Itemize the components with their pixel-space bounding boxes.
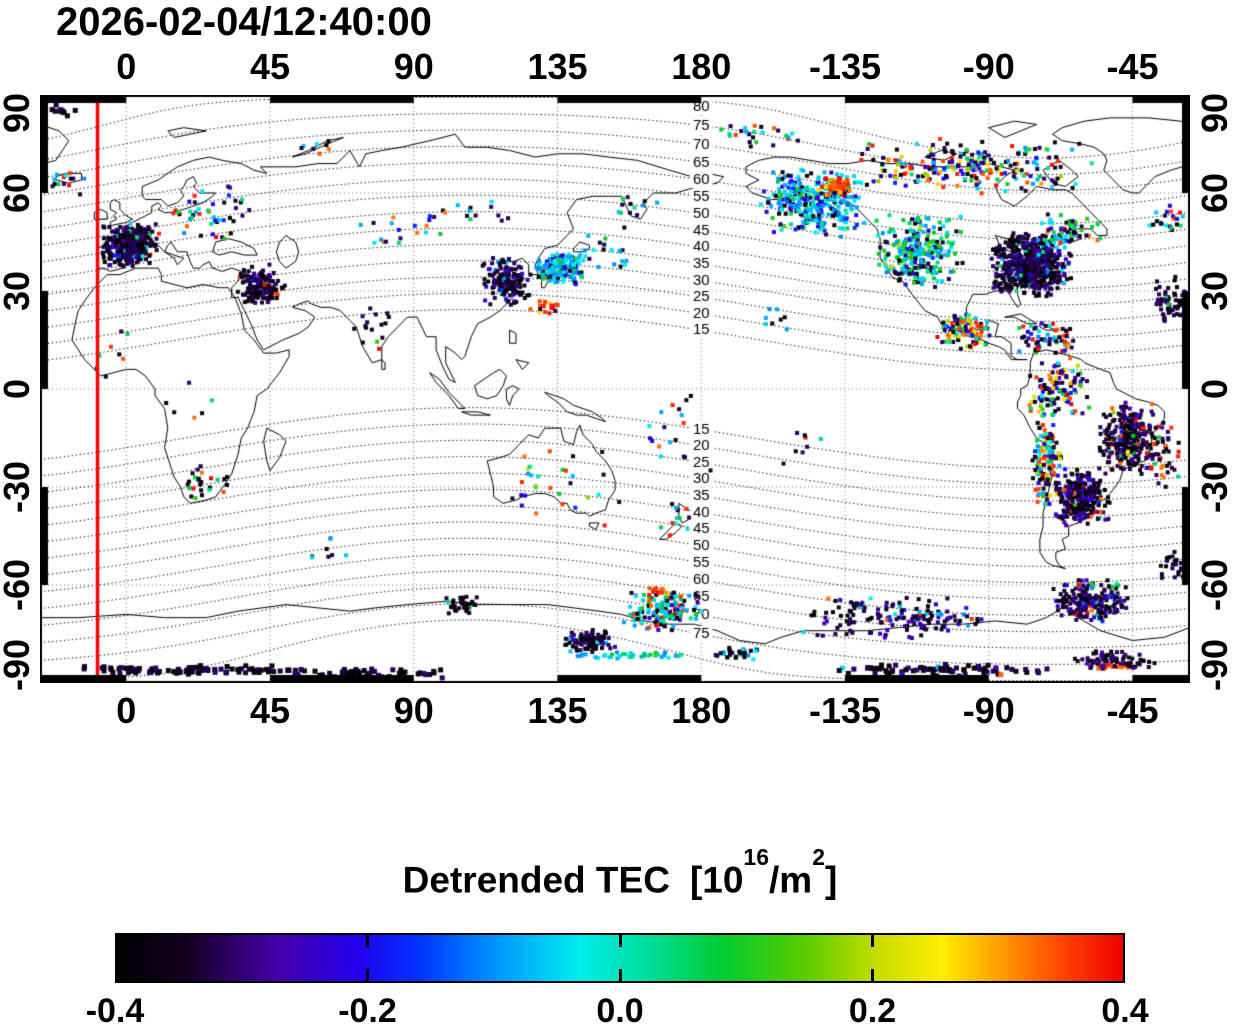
lon-tick-bottom-0: 0 — [116, 690, 137, 731]
colorbar-title-close: ] — [825, 859, 838, 901]
colorbar-tick-label-0.2: 0.2 — [848, 992, 897, 1030]
lat-tick-right-90: 90 — [1194, 92, 1235, 134]
lon-tick-top-0: 0 — [116, 46, 137, 87]
timestamp-title: 2026-02-04/12:40:00 — [56, 0, 432, 44]
lat-tick-right--90: -90 — [1194, 638, 1235, 692]
lat-tick-right-0: 0 — [1194, 378, 1235, 400]
lon-tick-bottom--90: -90 — [962, 690, 1015, 731]
lon-tick-bottom-90: 90 — [393, 690, 434, 731]
lat-tick-right--30: -30 — [1194, 460, 1235, 514]
lon-tick-bottom--135: -135 — [808, 690, 882, 731]
colorbar-tick-mark — [871, 969, 874, 981]
lat-tick-left--90: -90 — [0, 638, 37, 692]
colorbar-tick-label-0.0: 0.0 — [596, 992, 644, 1030]
lon-tick-top-90: 90 — [393, 46, 434, 87]
colorbar-tick-mark — [618, 969, 622, 981]
lat-tick-left-30: 30 — [0, 270, 37, 312]
colorbar-tick-label-0.4: 0.4 — [1101, 992, 1149, 1030]
lon-tick-top--90: -90 — [962, 46, 1015, 87]
colorbar-title: Detrended TEC [1016/m2] — [402, 844, 838, 901]
lon-tick-top--45: -45 — [1106, 46, 1159, 87]
lat-tick-left-60: 60 — [0, 172, 37, 214]
lon-tick-top-135: 135 — [527, 46, 588, 87]
colorbar-tick-label--0.4: -0.4 — [85, 992, 145, 1030]
colorbar-tick-label--0.2: -0.2 — [338, 992, 397, 1030]
world-map-canvas — [40, 95, 1190, 683]
lat-tick-left--60: -60 — [0, 558, 37, 612]
lon-tick-top-180: 180 — [671, 46, 732, 87]
colorbar-title-unit: /m — [769, 859, 813, 901]
colorbar-tick-mark — [366, 969, 369, 981]
lat-tick-right--60: -60 — [1194, 558, 1235, 612]
lon-tick-bottom-135: 135 — [527, 690, 588, 731]
colorbar-title-text: Detrended TEC — [402, 859, 670, 901]
colorbar-title-exponent2: 2 — [812, 844, 825, 870]
colorbar-title-bracket: [10 — [689, 859, 744, 901]
colorbar-tick-mark — [366, 935, 369, 947]
lat-tick-right-60: 60 — [1194, 172, 1235, 214]
lon-tick-top--135: -135 — [808, 46, 882, 87]
lon-tick-bottom-45: 45 — [249, 690, 291, 731]
lon-tick-bottom--45: -45 — [1106, 690, 1159, 731]
lon-tick-top-45: 45 — [249, 46, 291, 87]
colorbar-tick-mark — [618, 935, 622, 947]
lat-tick-left-90: 90 — [0, 92, 37, 134]
colorbar-title-exponent: 16 — [743, 844, 770, 870]
colorbar-tick-mark — [871, 935, 874, 947]
lon-tick-bottom-180: 180 — [671, 690, 732, 731]
lat-tick-left--30: -30 — [0, 460, 37, 514]
lat-tick-left-0: 0 — [0, 378, 37, 400]
lat-tick-right-30: 30 — [1194, 270, 1235, 312]
